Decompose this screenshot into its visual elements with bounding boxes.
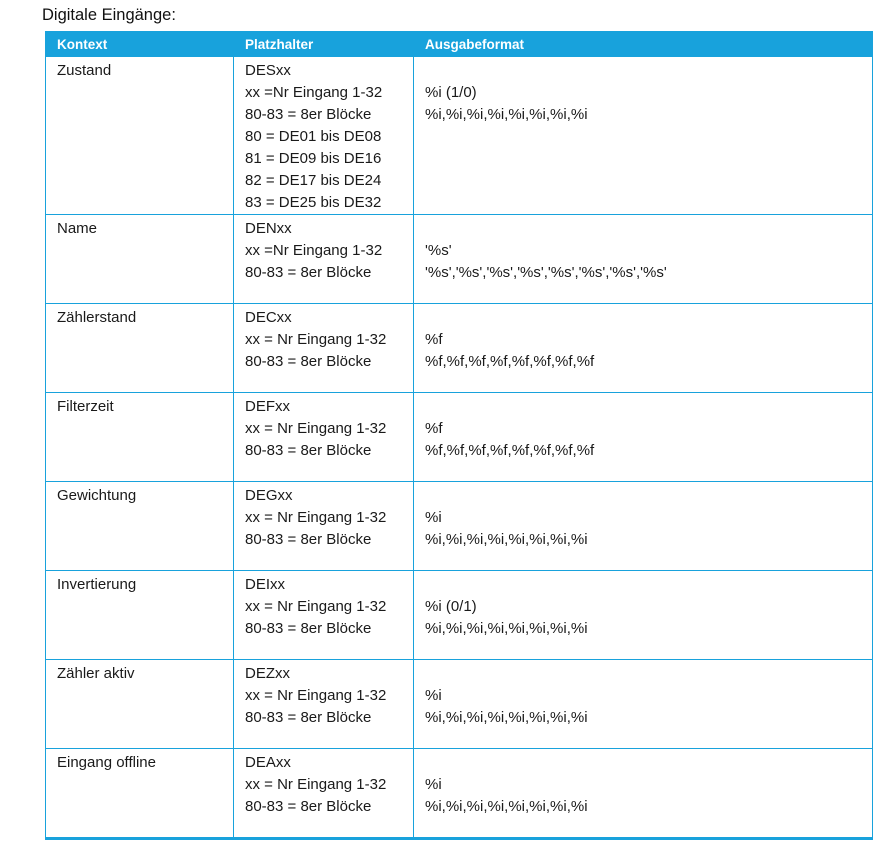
ausgabeformat-line: %i (425, 509, 442, 526)
cell-platzhalter: DEGxx xx = Nr Eingang 1-32 80-83 = 8er B… (233, 482, 413, 570)
cell-kontext: Name (46, 215, 233, 303)
platzhalter-line: 80-83 = 8er Blöcke (245, 709, 372, 726)
platzhalter-line: DEAxx (245, 754, 291, 771)
kontext-label: Filterzeit (57, 398, 114, 415)
platzhalter-line: 80-83 = 8er Blöcke (245, 353, 372, 370)
ausgabeformat-line: %f,%f,%f,%f,%f,%f,%f,%f (425, 442, 595, 459)
kontext-label: Eingang offline (57, 754, 156, 771)
ausgabeformat-line: %i,%i,%i,%i,%i,%i,%i,%i (425, 798, 588, 815)
cell-platzhalter: DENxx xx =Nr Eingang 1-32 80-83 = 8er Bl… (233, 215, 413, 303)
table-row-filterzeit: Filterzeit DEFxx xx = Nr Eingang 1-32 80… (46, 392, 872, 481)
cell-ausgabeformat: %f %f,%f,%f,%f,%f,%f,%f,%f (413, 393, 872, 481)
cell-kontext: Filterzeit (46, 393, 233, 481)
platzhalter-line: 80 = DE01 bis DE08 (245, 128, 382, 145)
platzhalter-line: DEZxx (245, 665, 290, 682)
table-row-gewichtung: Gewichtung DEGxx xx = Nr Eingang 1-32 80… (46, 481, 872, 570)
cell-ausgabeformat: %i %i,%i,%i,%i,%i,%i,%i,%i (413, 482, 872, 570)
cell-ausgabeformat: '%s' '%s','%s','%s','%s','%s','%s','%s',… (413, 215, 872, 303)
table-row-invertierung: Invertierung DEIxx xx = Nr Eingang 1-32 … (46, 570, 872, 659)
ausgabeformat-line: %i (1/0) (425, 84, 477, 101)
kontext-label: Zustand (57, 62, 112, 79)
cell-ausgabeformat: %i (0/1) %i,%i,%i,%i,%i,%i,%i,%i (413, 571, 872, 659)
ausgabeformat-line: %i (425, 687, 442, 704)
ausgabeformat-line: %i,%i,%i,%i,%i,%i,%i,%i (425, 106, 588, 123)
platzhalter-line: 80-83 = 8er Blöcke (245, 620, 372, 637)
cell-kontext: Zähler aktiv (46, 660, 233, 748)
cell-platzhalter: DESxx xx =Nr Eingang 1-32 80-83 = 8er Bl… (233, 57, 413, 214)
table-row-eingang-offline: Eingang offline DEAxx xx = Nr Eingang 1-… (46, 748, 872, 837)
cell-kontext: Eingang offline (46, 749, 233, 837)
cell-kontext: Invertierung (46, 571, 233, 659)
ausgabeformat-line: '%s','%s','%s','%s','%s','%s','%s','%s' (425, 264, 667, 281)
ausgabeformat-line: %i (0/1) (425, 598, 477, 615)
platzhalter-line: 83 = DE25 bis DE32 (245, 194, 382, 211)
cell-ausgabeformat: %i %i,%i,%i,%i,%i,%i,%i,%i (413, 660, 872, 748)
platzhalter-line: DEFxx (245, 398, 290, 415)
ausgabeformat-line: %f (425, 420, 443, 437)
header-cell-platzhalter: Platzhalter (245, 37, 314, 52)
kontext-label: Name (57, 220, 98, 237)
kontext-label: Gewichtung (57, 487, 137, 504)
platzhalter-line: xx = Nr Eingang 1-32 (245, 776, 387, 793)
cell-platzhalter: DEFxx xx = Nr Eingang 1-32 80-83 = 8er B… (233, 393, 413, 481)
platzhalter-line: 80-83 = 8er Blöcke (245, 264, 372, 281)
platzhalter-line: DEGxx (245, 487, 293, 504)
platzhalter-line: 80-83 = 8er Blöcke (245, 531, 372, 548)
cell-platzhalter: DEZxx xx = Nr Eingang 1-32 80-83 = 8er B… (233, 660, 413, 748)
cell-ausgabeformat: %f %f,%f,%f,%f,%f,%f,%f,%f (413, 304, 872, 392)
cell-ausgabeformat: %i (1/0) %i,%i,%i,%i,%i,%i,%i,%i (413, 57, 872, 214)
cell-kontext: Gewichtung (46, 482, 233, 570)
cell-platzhalter: DEIxx xx = Nr Eingang 1-32 80-83 = 8er B… (233, 571, 413, 659)
platzhalter-line: xx =Nr Eingang 1-32 (245, 84, 383, 101)
ausgabeformat-line: %f (425, 331, 443, 348)
ausgabeformat-line: %i,%i,%i,%i,%i,%i,%i,%i (425, 531, 588, 548)
cell-kontext: Zustand (46, 57, 233, 214)
platzhalter-line: DENxx (245, 220, 292, 237)
kontext-label: Zählerstand (57, 309, 137, 326)
kontext-label: Zähler aktiv (57, 665, 135, 682)
table-row-zaehler-aktiv: Zähler aktiv DEZxx xx = Nr Eingang 1-32 … (46, 659, 872, 748)
platzhalter-line: xx = Nr Eingang 1-32 (245, 420, 387, 437)
cell-platzhalter: DEAxx xx = Nr Eingang 1-32 80-83 = 8er B… (233, 749, 413, 837)
platzhalter-line: xx = Nr Eingang 1-32 (245, 509, 387, 526)
platzhalter-line: xx =Nr Eingang 1-32 (245, 242, 383, 259)
ausgabeformat-line: %f,%f,%f,%f,%f,%f,%f,%f (425, 353, 595, 370)
platzhalter-line: 82 = DE17 bis DE24 (245, 172, 382, 189)
ausgabeformat-line: %i (425, 776, 442, 793)
cell-platzhalter: DECxx xx = Nr Eingang 1-32 80-83 = 8er B… (233, 304, 413, 392)
digital-inputs-table: Kontext Platzhalter Ausgabeformat Zustan… (45, 31, 873, 840)
platzhalter-line: 80-83 = 8er Blöcke (245, 798, 372, 815)
page-title: Digitale Eingänge: (42, 6, 176, 24)
table-row-name: Name DENxx xx =Nr Eingang 1-32 80-83 = 8… (46, 214, 872, 303)
platzhalter-line: xx = Nr Eingang 1-32 (245, 598, 387, 615)
platzhalter-line: xx = Nr Eingang 1-32 (245, 331, 387, 348)
platzhalter-line: 80-83 = 8er Blöcke (245, 106, 372, 123)
cell-ausgabeformat: %i %i,%i,%i,%i,%i,%i,%i,%i (413, 749, 872, 837)
platzhalter-line: DECxx (245, 309, 292, 326)
cell-kontext: Zählerstand (46, 304, 233, 392)
platzhalter-line: xx = Nr Eingang 1-32 (245, 687, 387, 704)
ausgabeformat-line: %i,%i,%i,%i,%i,%i,%i,%i (425, 620, 588, 637)
header-cell-kontext: Kontext (57, 37, 108, 52)
platzhalter-line: DESxx (245, 62, 291, 79)
table-row-zustand: Zustand DESxx xx =Nr Eingang 1-32 80-83 … (46, 57, 872, 214)
platzhalter-line: 81 = DE09 bis DE16 (245, 150, 382, 167)
header-cell-ausgabeformat: Ausgabeformat (425, 37, 525, 52)
ausgabeformat-line: %i,%i,%i,%i,%i,%i,%i,%i (425, 709, 588, 726)
kontext-label: Invertierung (57, 576, 137, 593)
platzhalter-line: 80-83 = 8er Blöcke (245, 442, 372, 459)
table-header-row: Kontext Platzhalter Ausgabeformat (46, 32, 872, 57)
table-row-zaehlerstand: Zählerstand DECxx xx = Nr Eingang 1-32 8… (46, 303, 872, 392)
platzhalter-line: DEIxx (245, 576, 286, 593)
ausgabeformat-line: '%s' (425, 242, 452, 259)
